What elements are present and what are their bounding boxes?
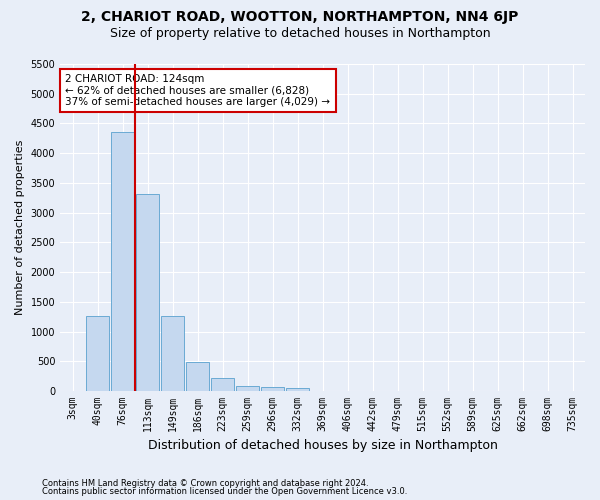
Text: Contains public sector information licensed under the Open Government Licence v3: Contains public sector information licen…: [42, 487, 407, 496]
X-axis label: Distribution of detached houses by size in Northampton: Distribution of detached houses by size …: [148, 440, 497, 452]
Bar: [286, 388, 309, 391]
Bar: [136, 194, 159, 391]
Bar: [236, 386, 259, 391]
Text: Contains HM Land Registry data © Crown copyright and database right 2024.: Contains HM Land Registry data © Crown c…: [42, 478, 368, 488]
Y-axis label: Number of detached properties: Number of detached properties: [15, 140, 25, 315]
Bar: [86, 316, 109, 391]
Bar: [211, 378, 234, 391]
Bar: [161, 316, 184, 391]
Text: Size of property relative to detached houses in Northampton: Size of property relative to detached ho…: [110, 28, 490, 40]
Bar: [262, 387, 284, 391]
Text: 2 CHARIOT ROAD: 124sqm
← 62% of detached houses are smaller (6,828)
37% of semi-: 2 CHARIOT ROAD: 124sqm ← 62% of detached…: [65, 74, 331, 107]
Bar: [112, 132, 134, 391]
Text: 2, CHARIOT ROAD, WOOTTON, NORTHAMPTON, NN4 6JP: 2, CHARIOT ROAD, WOOTTON, NORTHAMPTON, N…: [82, 10, 518, 24]
Bar: [187, 362, 209, 391]
